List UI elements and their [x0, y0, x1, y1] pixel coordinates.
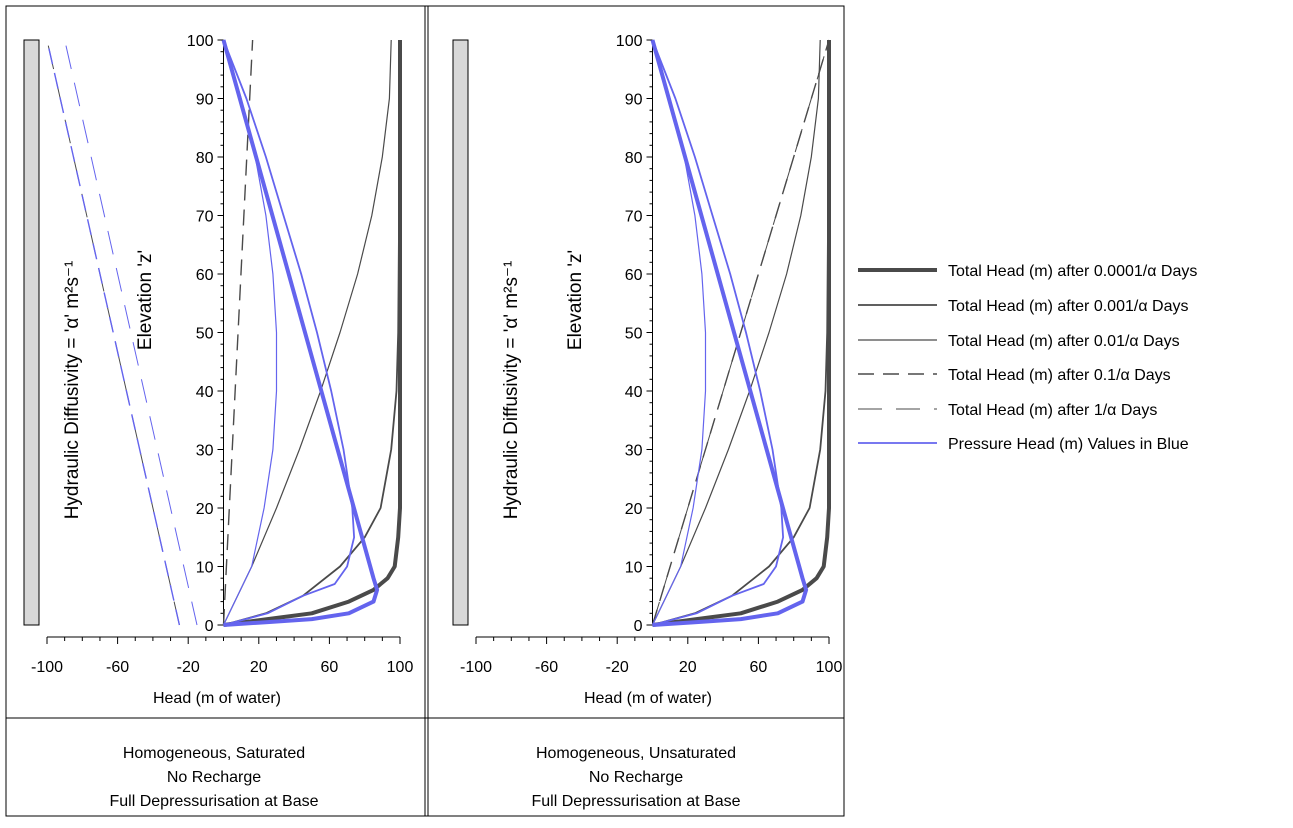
left-panel: -100 -60 -20 20 60 1000102030405060708090100 …	[23, 33, 413, 810]
right-plot-area: -100 -60 -20 20 60 100 0 10 20 30 40 50 60 70 80 90 100	[460, 33, 842, 676]
left-caption-line-2: No Recharge	[167, 769, 261, 786]
legend: Total Head (m) after 0.0001/α Days Total…	[858, 263, 1197, 453]
pressure-head-series-7	[651, 39, 707, 626]
total-head-series-0	[223, 40, 402, 627]
right-x-axis-label: Head (m of water)	[584, 690, 712, 707]
x-tick-label: -60	[106, 659, 129, 676]
y-tick-label: 50	[625, 326, 643, 343]
right-side-label: Hydraulic Diffusivity = 'α' m²s⁻¹	[501, 261, 522, 520]
y-tick-label: 0	[205, 618, 214, 635]
legend-label-4: Total Head (m) after 1/α Days	[948, 402, 1157, 419]
y-tick-label: 0	[634, 618, 643, 635]
y-tick-label: 90	[196, 92, 214, 109]
y-tick-label: 70	[625, 209, 643, 226]
y-tick-label: 30	[625, 443, 643, 460]
pressure-head-series-5	[221, 39, 380, 627]
right-y-axis-label: Elevation 'z'	[565, 250, 586, 350]
x-tick-label: -100	[31, 659, 63, 676]
total-head-series-4	[46, 39, 180, 626]
x-tick-label: 20	[250, 659, 268, 676]
right-caption-line-1: Homogeneous, Unsaturated	[536, 745, 736, 762]
left-caption-line-1: Homogeneous, Saturated	[123, 745, 305, 762]
total-head-series-0	[652, 40, 831, 627]
y-tick-label: 60	[625, 267, 643, 284]
left-depth-bar	[23, 39, 40, 626]
pressure-head-series-5	[650, 39, 809, 627]
pressure-head-series-9	[64, 39, 198, 626]
legend-label-5: Pressure Head (m) Values in Blue	[948, 436, 1189, 453]
legend-label-1: Total Head (m) after 0.001/α Days	[948, 298, 1188, 315]
right-caption-line-3: Full Depressurisation at Base	[532, 793, 741, 810]
x-tick-label: 100	[816, 659, 843, 676]
x-tick-label: -100	[460, 659, 492, 676]
legend-label-0: Total Head (m) after 0.0001/α Days	[948, 263, 1197, 280]
total-head-series-3	[222, 39, 254, 626]
x-tick-label: 60	[321, 659, 339, 676]
x-tick-label: -20	[606, 659, 629, 676]
y-tick-label: 80	[196, 150, 214, 167]
x-tick-label: 60	[750, 659, 768, 676]
pressure-head-series-6	[651, 39, 784, 626]
right-depth-bar	[452, 39, 469, 626]
pressure-head-series-6	[222, 39, 356, 626]
legend-label-3: Total Head (m) after 0.1/α Days	[948, 367, 1171, 384]
x-tick-label: -60	[535, 659, 558, 676]
x-tick-label: -20	[177, 659, 200, 676]
left-plot-area: -100 -60 -20 20 60 100 0 10 20 30 40 50 60 70 80 90 100	[31, 33, 413, 676]
y-tick-label: 100	[616, 33, 643, 50]
y-tick-label: 20	[625, 501, 643, 518]
y-tick-label: 20	[196, 501, 214, 518]
left-x-axis-label: Head (m of water)	[153, 690, 281, 707]
x-tick-label: 20	[679, 659, 697, 676]
y-tick-label: 10	[625, 560, 643, 577]
right-caption-line-2: No Recharge	[589, 769, 683, 786]
pressure-head-series-7	[222, 39, 278, 626]
left-side-label: Hydraulic Diffusivity = 'α' m²s⁻¹	[62, 261, 83, 520]
x-tick-label: 100	[387, 659, 414, 676]
left-caption-line-3: Full Depressurisation at Base	[110, 793, 319, 810]
y-tick-label: 90	[625, 92, 643, 109]
panel-frames	[5, 5, 845, 817]
y-tick-label: 30	[196, 443, 214, 460]
y-tick-label: 60	[196, 267, 214, 284]
right-panel: -100 -60 -20 20 60 1000102030405060708090100 …	[452, 33, 842, 810]
legend-label-2: Total Head (m) after 0.01/α Days	[948, 333, 1180, 350]
y-tick-label: 10	[196, 560, 214, 577]
y-tick-label: 70	[196, 209, 214, 226]
y-tick-label: 100	[187, 33, 214, 50]
y-tick-label: 40	[196, 384, 214, 401]
y-tick-label: 40	[625, 384, 643, 401]
y-tick-label: 50	[196, 326, 214, 343]
y-tick-label: 80	[625, 150, 643, 167]
left-y-axis-label: Elevation 'z'	[135, 250, 156, 350]
total-head-series-4	[652, 39, 830, 626]
